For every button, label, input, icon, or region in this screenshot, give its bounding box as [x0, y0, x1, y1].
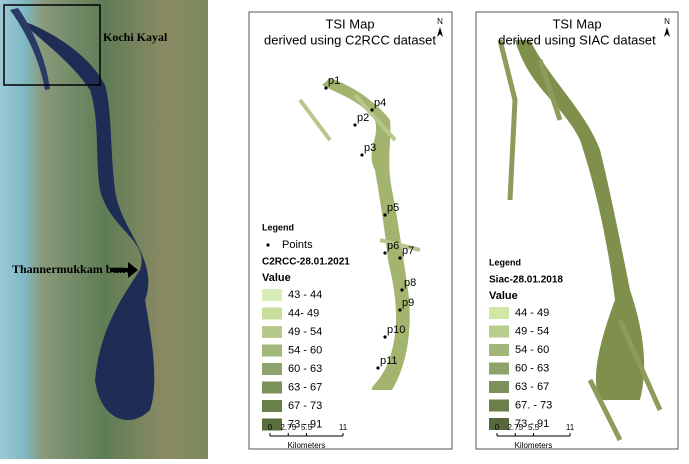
- map-label: Thannermukkam bund: [12, 262, 133, 276]
- legend-class: 63 - 67: [288, 381, 322, 393]
- legend-swatch: [489, 381, 509, 393]
- scale-label: 2.75: [280, 423, 296, 432]
- sample-point: [376, 366, 380, 370]
- point-label: p11: [380, 355, 398, 367]
- water-body: [298, 93, 421, 252]
- point-label: p5: [387, 202, 399, 214]
- point-label: p4: [374, 97, 386, 109]
- point-label: p3: [364, 142, 376, 154]
- scale-label: 0: [268, 423, 273, 432]
- scale-label: 0: [495, 423, 500, 432]
- legend-class: 67. - 73: [515, 399, 552, 411]
- scale-label: 11: [566, 423, 575, 432]
- legend-swatch: [489, 418, 509, 430]
- legend-class: 43 - 44: [288, 289, 322, 301]
- scale-label: 5.5: [301, 423, 313, 432]
- legend-class: 60 - 63: [288, 363, 322, 375]
- inset-box: [3, 4, 101, 86]
- legend-class: 73 - 91: [288, 418, 322, 430]
- legend-swatch: [262, 307, 282, 320]
- legend-class: 44- 49: [288, 307, 319, 319]
- legend-class: 49 - 54: [515, 325, 549, 337]
- sample-point: [398, 256, 402, 260]
- legend-class: 54 - 60: [288, 344, 322, 356]
- legend-swatch: [489, 362, 509, 375]
- legend-dataset: C2RCC-28.01.2021: [262, 257, 350, 268]
- legend-title: Legend: [262, 222, 294, 232]
- legend-class: 67 - 73: [288, 400, 322, 412]
- legend-class: 49 - 54: [288, 326, 322, 338]
- sample-point: [370, 108, 374, 112]
- legend-title: Legend: [489, 257, 521, 267]
- legend-swatch: [262, 418, 282, 431]
- north-arrow: N: [437, 17, 443, 26]
- legend-swatch: [262, 400, 282, 412]
- legend-swatch: [489, 325, 509, 338]
- legend-swatch: [262, 344, 282, 357]
- scale-label: 5.5: [528, 423, 540, 432]
- scale-unit: Kilometers: [288, 441, 326, 450]
- legend-class: 54 - 60: [515, 344, 549, 356]
- legend-points: Points: [282, 239, 313, 251]
- panel-frame: [248, 11, 453, 450]
- sample-point: [360, 153, 364, 157]
- north-arrow: [437, 27, 443, 37]
- legend-swatch: [262, 289, 282, 301]
- legend-class: 63 - 67: [515, 381, 549, 393]
- water-body: [322, 78, 410, 390]
- sample-point: [383, 251, 387, 255]
- point-label: p6: [387, 240, 399, 252]
- map-label: Kochi Kayal: [103, 30, 168, 44]
- sample-point: [353, 123, 357, 127]
- scale-unit: Kilometers: [515, 441, 553, 450]
- point-label: p8: [404, 277, 416, 289]
- legend-point: [266, 243, 270, 247]
- channel: [10, 8, 50, 90]
- point-label: p10: [387, 324, 405, 336]
- legend-swatch: [262, 381, 282, 394]
- north-arrow: [664, 27, 670, 37]
- legend-swatch: [262, 326, 282, 338]
- legend-value: Value: [262, 272, 291, 284]
- point-label: p9: [402, 297, 414, 309]
- panel-subtitle: derived using C2RCC dataset: [264, 32, 436, 47]
- water-body: [497, 39, 663, 442]
- panel-title: TSI Map: [325, 16, 374, 31]
- sample-point: [398, 308, 402, 312]
- scale-label: 2.75: [507, 423, 523, 432]
- water-body: [515, 40, 645, 400]
- scale-label: 11: [339, 423, 348, 432]
- legend-class: 60 - 63: [515, 362, 549, 374]
- panel-subtitle: derived using SIAC dataset: [498, 32, 656, 47]
- sample-point: [400, 288, 404, 292]
- legend-dataset: Siac-28.01.2018: [489, 275, 563, 286]
- legend-swatch: [489, 344, 509, 356]
- panel-title: TSI Map: [552, 16, 601, 31]
- point-label: p1: [328, 75, 340, 87]
- legend-swatch: [489, 399, 509, 412]
- lagoon: [20, 20, 155, 420]
- arrow: [110, 262, 138, 278]
- point-label: p7: [402, 245, 414, 257]
- sample-point: [383, 213, 387, 217]
- legend-class: 44 - 49: [515, 307, 549, 319]
- sample-point: [324, 86, 328, 90]
- legend-value: Value: [489, 290, 518, 302]
- legend-swatch: [262, 363, 282, 375]
- north-arrow: N: [664, 17, 670, 26]
- legend-class: 73 - 91: [515, 418, 549, 430]
- sample-point: [383, 335, 387, 339]
- legend-swatch: [489, 307, 509, 319]
- point-label: p2: [357, 112, 369, 124]
